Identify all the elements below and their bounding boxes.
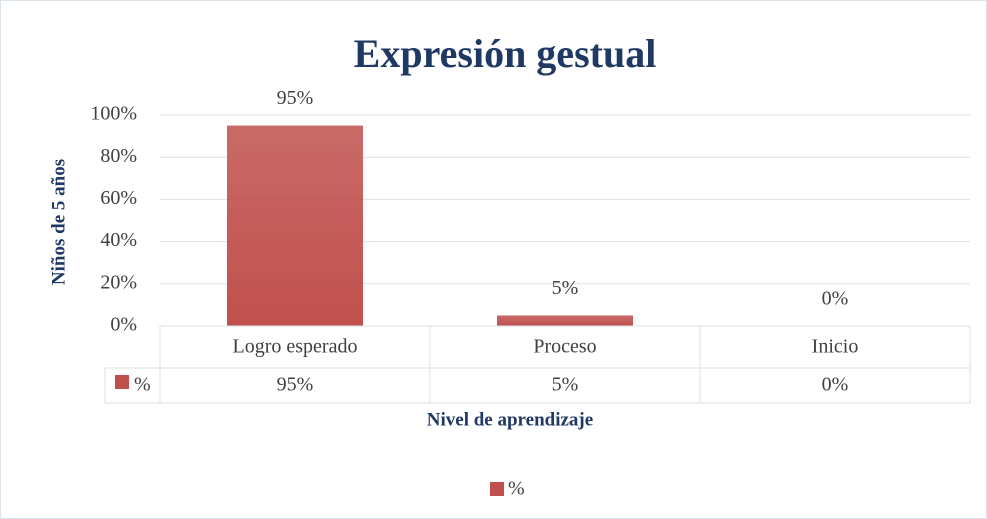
x-tick-label: Inicio (812, 336, 859, 358)
x-tick-label: Logro esperado (233, 336, 358, 358)
bar (497, 315, 633, 326)
legend-key (490, 482, 504, 496)
data-label: 0% (822, 288, 849, 310)
x-axis-title: Nivel de aprendizaje (427, 409, 593, 430)
y-tick-label: 80% (100, 145, 137, 167)
legend-key (115, 375, 129, 389)
legend-label: % (508, 478, 525, 500)
bar (227, 125, 363, 326)
y-tick-label: 60% (100, 187, 137, 209)
table-value: 0% (822, 374, 849, 396)
table-series-name: % (134, 374, 151, 396)
y-tick-label: 40% (100, 229, 137, 251)
y-axis-title: Niños de 5 años (48, 159, 69, 285)
y-tick-label: 0% (110, 314, 137, 336)
x-tick-label: Proceso (533, 336, 596, 358)
chart-title: Expresión gestual (354, 31, 657, 76)
table-value: 95% (277, 374, 314, 396)
y-tick-label: 100% (90, 103, 137, 125)
data-label: 5% (552, 277, 579, 299)
data-label: 95% (277, 87, 314, 109)
y-tick-label: 20% (100, 271, 137, 293)
table-value: 5% (552, 374, 579, 396)
